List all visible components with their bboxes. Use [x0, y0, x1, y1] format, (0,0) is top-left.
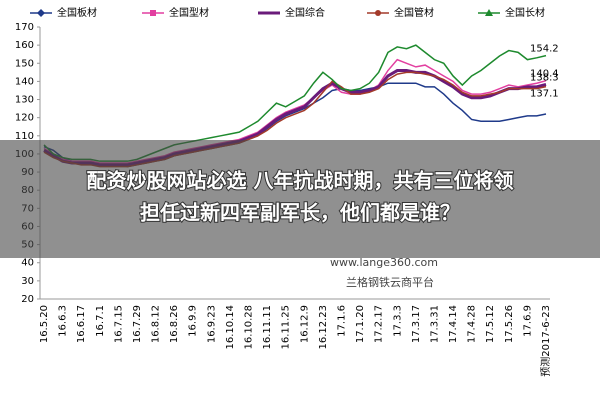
x-tick-label: 预测2017-6-23 [539, 305, 552, 377]
x-tick-label: 17.3.31 [429, 305, 440, 343]
x-tick-label: 16.7.1 [95, 305, 106, 337]
legend-marker [485, 9, 493, 16]
x-tick-label: 16.6.3 [58, 305, 69, 337]
x-tick-label: 16.6.17 [76, 305, 87, 343]
x-tick-label: 17.4.28 [467, 305, 478, 343]
y-tick-label: 30 [21, 276, 34, 287]
legend-marker [375, 10, 381, 16]
x-tick-label: 17.3.17 [411, 305, 422, 343]
x-tick-label: 16.9.23 [206, 305, 217, 343]
value-label: 137.1 [530, 89, 559, 100]
y-tick-label: 130 [15, 95, 34, 106]
legend-label: 全国综合 [285, 6, 325, 19]
legend-label: 全国长材 [505, 6, 545, 19]
x-tick-label: 17.5.12 [485, 305, 496, 343]
legend-label: 全国板材 [57, 6, 97, 19]
x-tick-label: 16.7.15 [113, 305, 124, 343]
y-tick-label: 120 [15, 113, 34, 124]
legend-marker [150, 10, 156, 16]
y-tick-label: 170 [15, 22, 34, 33]
x-tick-label: 16.10.14 [225, 305, 236, 350]
y-tick-label: 40 [21, 258, 34, 269]
x-tick-label: 16.11.25 [281, 305, 292, 350]
x-tick-label: 16.8.26 [169, 305, 180, 343]
y-tick-label: 110 [15, 131, 34, 142]
legend-marker [37, 9, 45, 17]
y-tick-label: 150 [15, 58, 34, 69]
watermark: www.lange360.com [330, 256, 438, 269]
value-label: 154.2 [530, 44, 559, 55]
x-tick-label: 16.12.23 [318, 305, 329, 350]
x-tick-label: 17.1.6 [336, 305, 347, 337]
x-tick-label: 16.7.29 [132, 305, 143, 343]
y-tick-label: 160 [15, 40, 34, 51]
banner-text: 担任过新四军副军长，他们都是谁？ [140, 201, 460, 225]
banner-text: 配资炒股网站必选 八年抗战时期，共有三位将领 [87, 169, 514, 193]
x-tick-label: 17.4.14 [448, 305, 459, 343]
x-tick-label: 16.5.20 [39, 305, 50, 343]
x-tick-label: 17.1.20 [355, 305, 366, 343]
x-tick-label: 16.9.9 [188, 305, 199, 337]
value-label: 140.4 [530, 69, 559, 80]
x-tick-label: 16.10.28 [244, 305, 255, 350]
y-tick-label: 140 [15, 76, 34, 87]
watermark: 兰格钢铁云商平台 [346, 275, 434, 289]
y-tick-label: 20 [21, 294, 34, 305]
legend-label: 全国型材 [169, 6, 209, 19]
x-tick-label: 17.5.26 [504, 305, 515, 343]
legend-label: 全国管材 [394, 6, 434, 19]
value-label: 138.3 [530, 72, 559, 83]
x-tick-label: 17.6.9 [522, 305, 533, 337]
x-tick-label: 17.3.3 [392, 305, 403, 337]
x-tick-label: 16.11.11 [262, 305, 273, 350]
x-tick-label: 16.12.9 [299, 305, 310, 343]
x-tick-label: 16.8.12 [151, 305, 162, 343]
x-tick-label: 17.2.17 [374, 305, 385, 343]
banner [0, 140, 600, 258]
